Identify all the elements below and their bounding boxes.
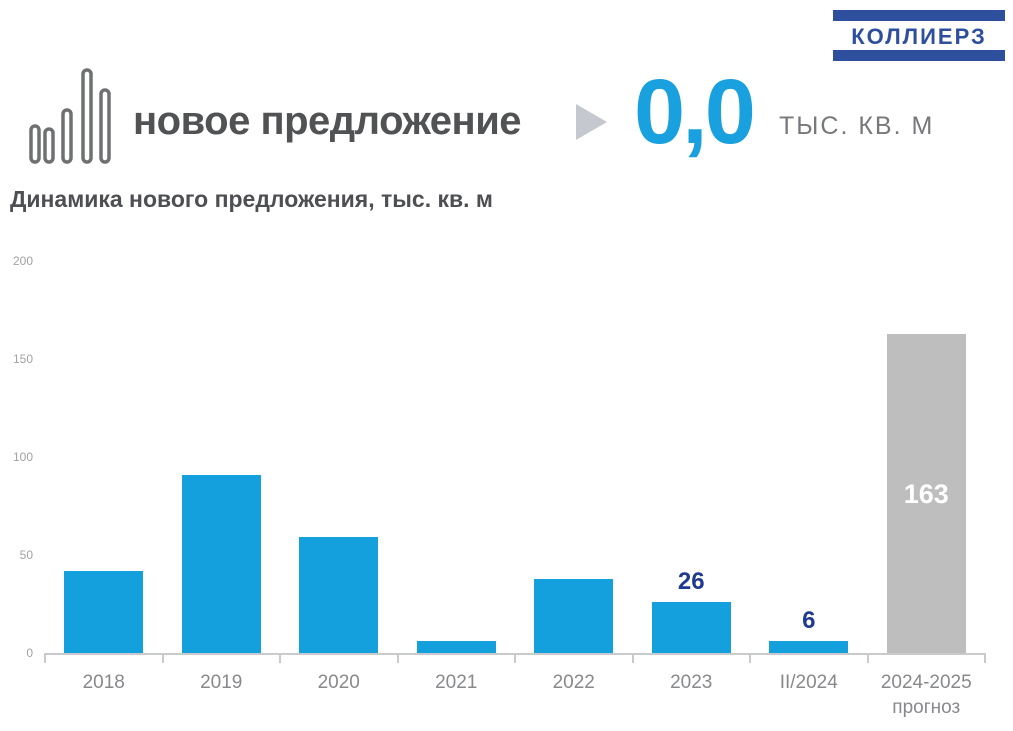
bar-2018 [64, 571, 144, 653]
x-axis-tick [396, 653, 399, 663]
x-tick-label: 2022 [515, 670, 633, 695]
x-axis-tick [161, 653, 164, 663]
x-tick-label: 2019 [163, 670, 281, 695]
headline-unit: ТЫС. КВ. М [779, 112, 935, 140]
x-tick-label: 2024-2025 прогноз [868, 670, 986, 720]
colliers-logo: КОЛЛИЕРЗ [833, 10, 1005, 61]
bar-value-label: 26 [677, 568, 705, 595]
x-axis-tick [44, 653, 46, 663]
x-tick-label: 2018 [45, 670, 163, 695]
logo-bottom-bar [833, 50, 1005, 61]
x-axis-tick [514, 653, 516, 663]
x-tick-label-text: 2020 [317, 672, 360, 693]
arrow-right-icon [576, 104, 607, 140]
x-tick-label-text: 2022 [552, 672, 595, 693]
x-axis-tick [749, 653, 751, 663]
x-tick-label-text: 2018 [82, 672, 125, 693]
x-tick-label-text: II/2024 [779, 672, 838, 693]
bar-2021 [416, 641, 496, 653]
bar-chart: 0 50 100 150 200 26 6 163 2018 2019 2020 2021 2022 20… [0, 240, 1013, 731]
x-tick-label-text: 2024-2025 [880, 672, 972, 693]
y-tick-label: 100 [12, 450, 33, 464]
headline-value: 0,0 [634, 61, 756, 163]
x-axis-tick [866, 653, 869, 663]
x-axis-tick [279, 653, 281, 663]
bar-2024-2025 [886, 334, 966, 653]
x-tick-label: 2023 [633, 670, 751, 695]
x-axis-tick [984, 653, 986, 663]
section-title: новое предложение [133, 99, 522, 143]
logo-top-bar [833, 10, 1005, 21]
x-tick-label-text: 2019 [200, 672, 243, 693]
y-tick-label: 0 [26, 646, 33, 660]
chart-title: Динамика нового предложения, тыс. кв. м [10, 186, 493, 212]
y-tick-label: 50 [19, 548, 33, 562]
logo-text: КОЛЛИЕРЗ [851, 24, 987, 49]
x-tick-sublabel-text: прогноз [892, 697, 961, 718]
x-tick-label-text: 2021 [435, 672, 478, 693]
bar-value-label: 6 [802, 607, 816, 634]
x-axis-tick [631, 653, 634, 663]
bar-value-label: 163 [903, 478, 949, 509]
bar-chart-icon [29, 68, 111, 164]
x-tick-label: 2020 [280, 670, 398, 695]
bar-2022 [534, 579, 614, 653]
bar-2023 [651, 602, 731, 653]
y-tick-label: 200 [12, 254, 33, 268]
x-tick-label: 2021 [398, 670, 516, 695]
bar-2019 [181, 475, 261, 653]
x-tick-label-text: 2023 [670, 672, 713, 693]
x-tick-label: II/2024 [750, 670, 868, 695]
bar-2020 [299, 537, 379, 653]
bar-II/2024 [769, 641, 849, 653]
y-tick-label: 150 [12, 352, 33, 366]
